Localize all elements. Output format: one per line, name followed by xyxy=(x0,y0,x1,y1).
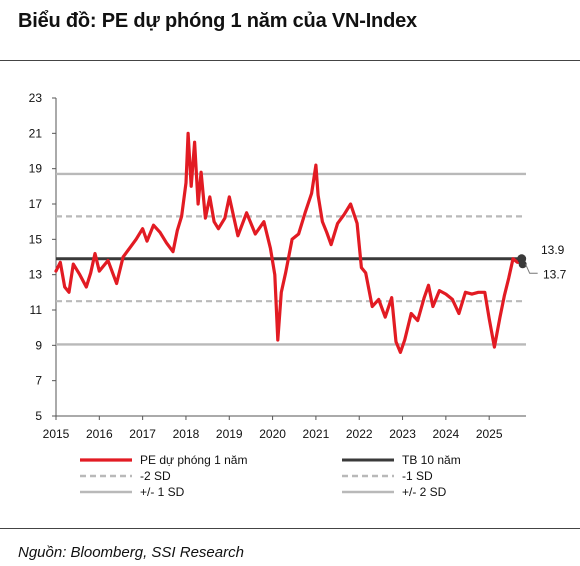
y-tick-label: 11 xyxy=(30,303,43,317)
y-tick-label: 15 xyxy=(29,232,43,246)
x-tick-label: 2020 xyxy=(259,427,286,441)
legend-label: +/- 1 SD xyxy=(140,485,185,499)
x-tick-label: 2021 xyxy=(303,427,330,441)
x-tick-label: 2019 xyxy=(216,427,243,441)
chart: 5 7 9 11 13 15 17 19 21 23 2015 2016 2017 2018 2019 202… xyxy=(29,91,567,499)
legend-label: -1 SD xyxy=(402,469,433,483)
bottom-divider xyxy=(0,528,580,529)
x-tick-label: 2015 xyxy=(43,427,70,441)
y-tick-label: 23 xyxy=(29,91,43,105)
x-tick-label: 2018 xyxy=(173,427,200,441)
y-tick-label: 17 xyxy=(29,197,43,211)
callout-current-value: 13.7 xyxy=(543,267,567,281)
y-tick-label: 19 xyxy=(29,162,43,176)
source-note: Nguồn: Bloomberg, SSI Research xyxy=(18,544,244,561)
callout-leader xyxy=(525,264,538,274)
x-tick-label: 2022 xyxy=(346,427,373,441)
x-tick-label: 2023 xyxy=(389,427,416,441)
chart-title: Biểu đồ: PE dự phóng 1 năm của VN-Index xyxy=(18,10,417,32)
x-tick-label: 2024 xyxy=(433,427,460,441)
y-tick-label: 7 xyxy=(35,374,42,388)
pe-series-line xyxy=(54,131,524,354)
y-tick-label: 21 xyxy=(29,126,43,140)
x-tick-label: 2016 xyxy=(86,427,113,441)
callout-avg-value: 13.9 xyxy=(541,243,565,257)
legend-label: TB 10 năm xyxy=(402,453,461,467)
legend-label: -2 SD xyxy=(140,469,171,483)
x-tick-label: 2025 xyxy=(476,427,503,441)
top-divider xyxy=(0,60,580,61)
x-tick-label: 2017 xyxy=(129,427,156,441)
y-tick-label: 13 xyxy=(29,268,43,282)
legend-label: +/- 2 SD xyxy=(402,485,447,499)
pe-end-marker xyxy=(518,260,527,269)
y-tick-label: 5 xyxy=(35,409,42,423)
y-tick-label: 9 xyxy=(35,338,42,352)
legend-label: PE dự phóng 1 năm xyxy=(140,453,247,467)
